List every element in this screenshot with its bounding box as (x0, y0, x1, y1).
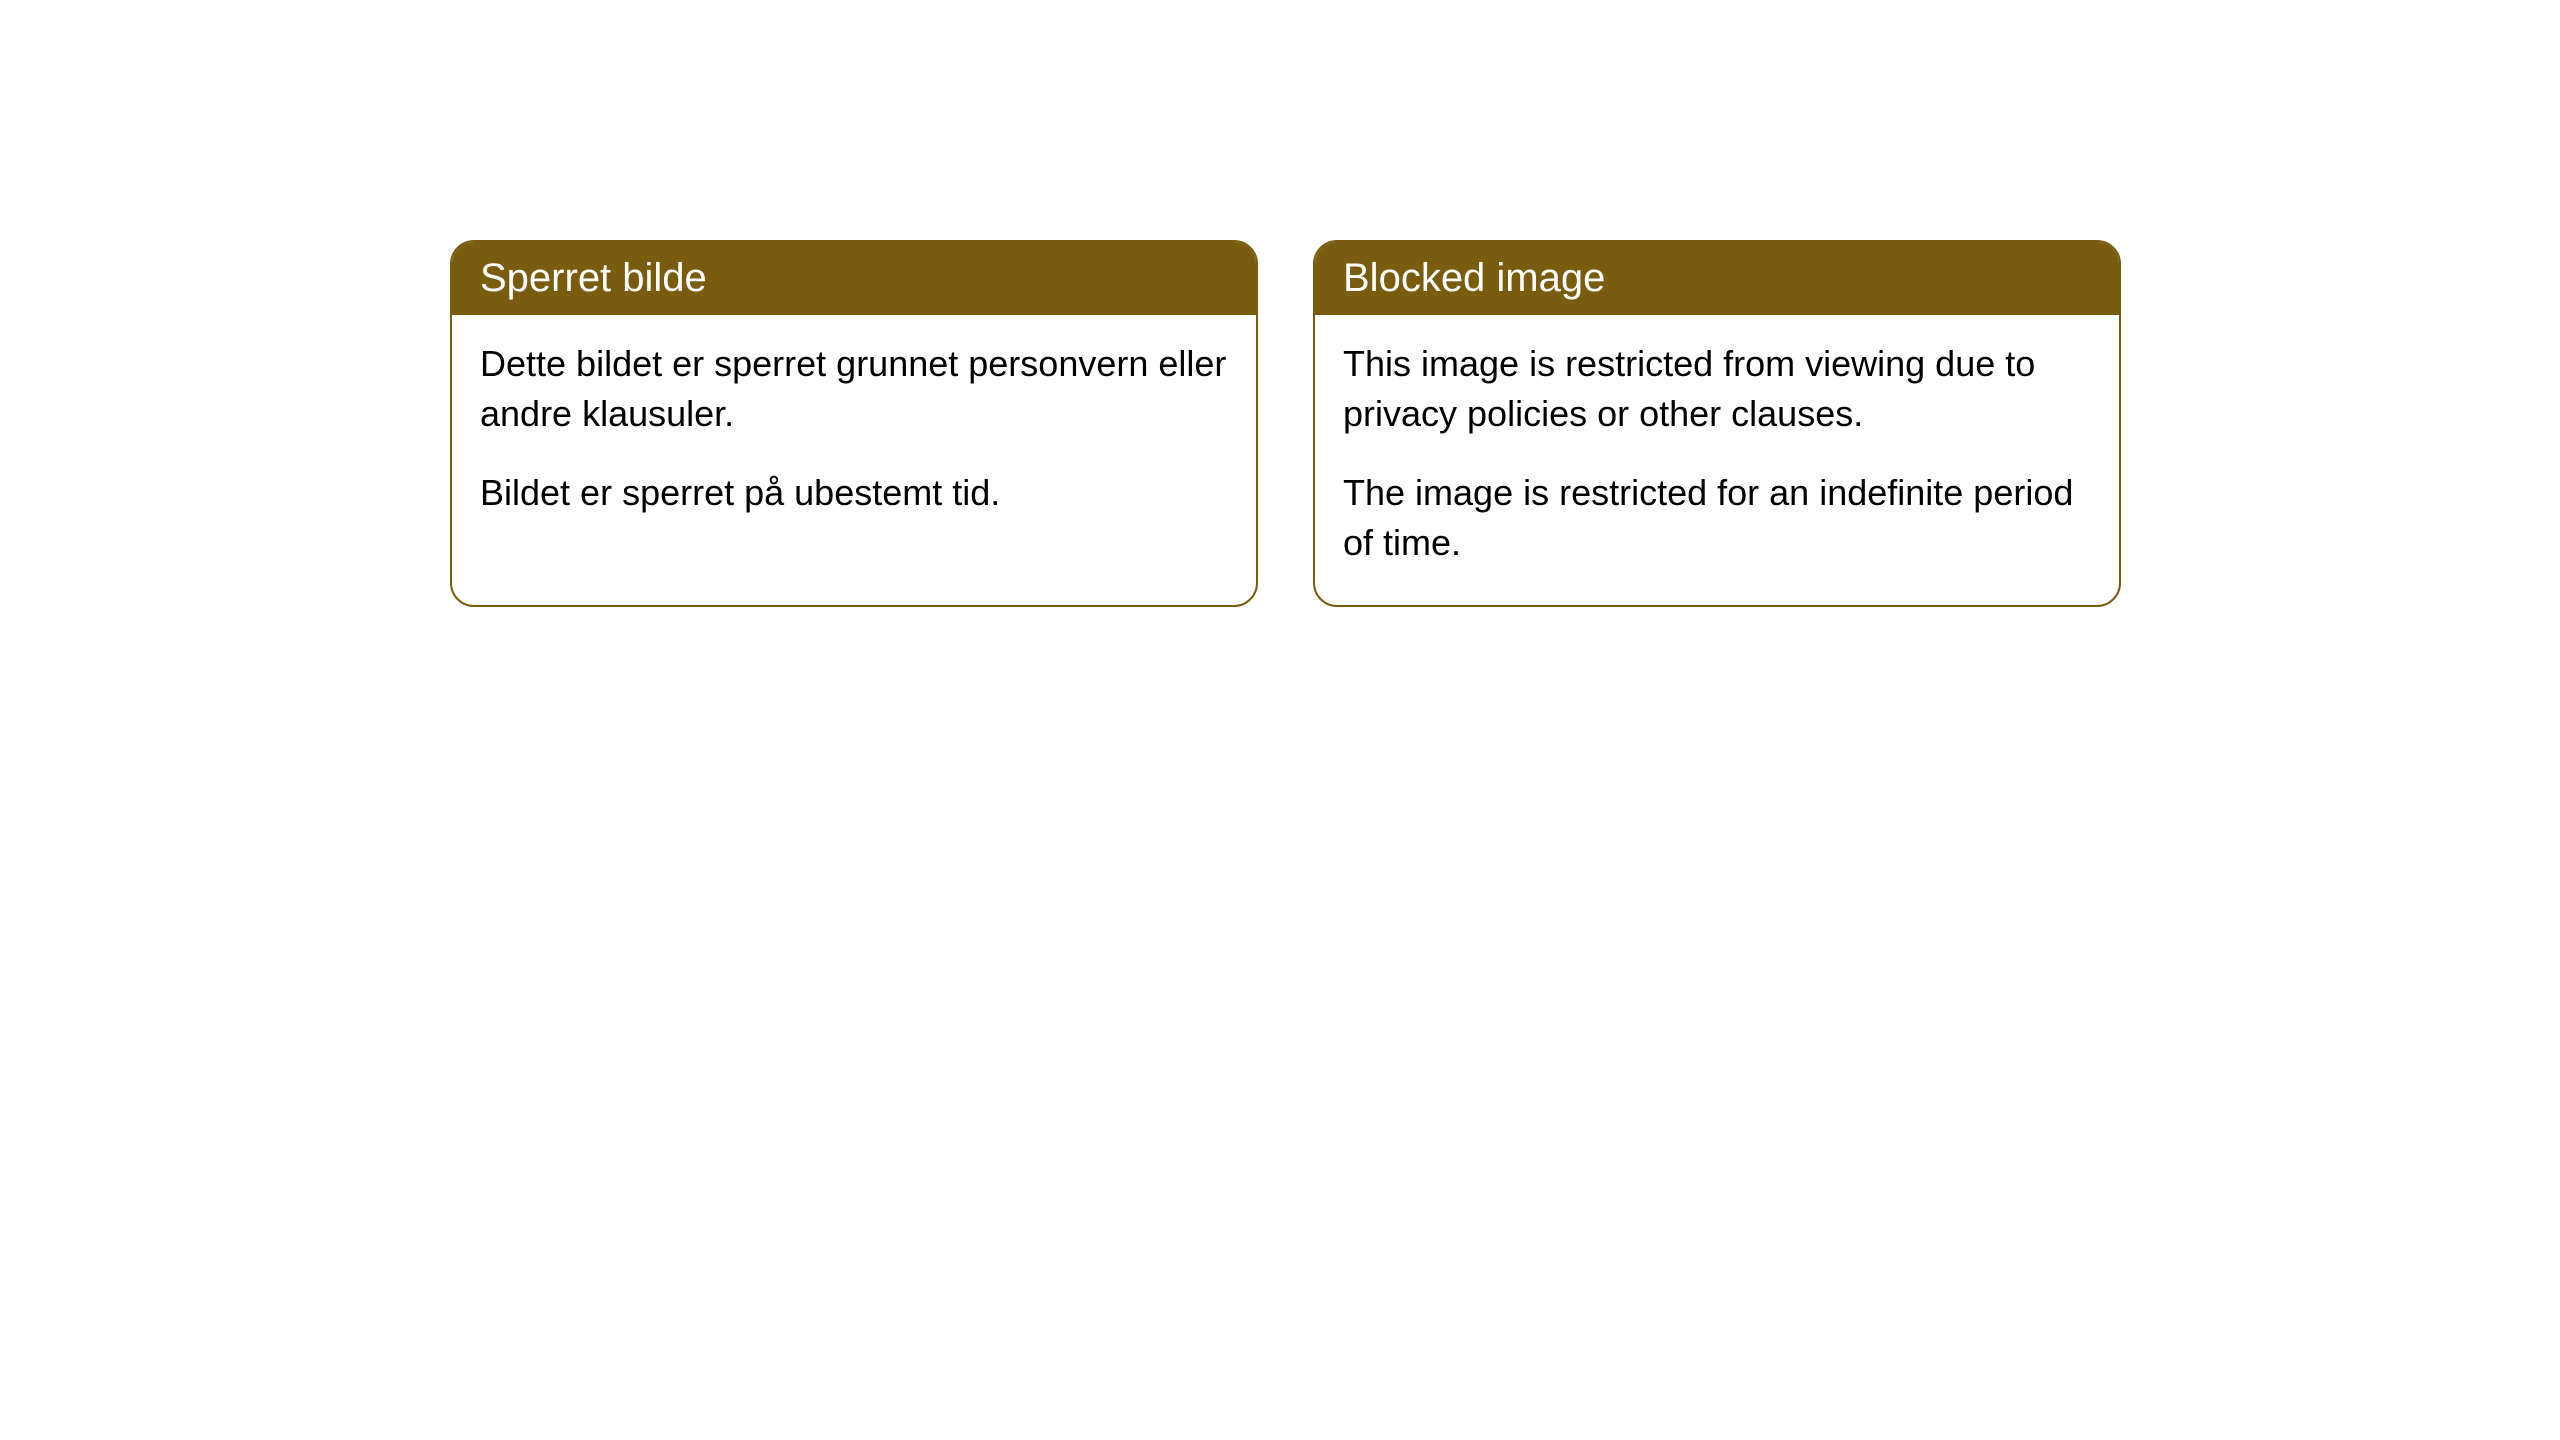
notice-cards-container: Sperret bilde Dette bildet er sperret gr… (450, 240, 2121, 607)
card-body: This image is restricted from viewing du… (1315, 315, 2119, 605)
card-paragraph: The image is restricted for an indefinit… (1343, 468, 2091, 569)
card-paragraph: Bildet er sperret på ubestemt tid. (480, 468, 1228, 518)
card-body: Dette bildet er sperret grunnet personve… (452, 315, 1256, 554)
card-paragraph: Dette bildet er sperret grunnet personve… (480, 339, 1228, 440)
notice-card-norwegian: Sperret bilde Dette bildet er sperret gr… (450, 240, 1258, 607)
card-title: Blocked image (1343, 256, 1605, 300)
notice-card-english: Blocked image This image is restricted f… (1313, 240, 2121, 607)
card-header: Sperret bilde (452, 242, 1256, 315)
card-header: Blocked image (1315, 242, 2119, 315)
card-title: Sperret bilde (480, 256, 707, 300)
card-paragraph: This image is restricted from viewing du… (1343, 339, 2091, 440)
